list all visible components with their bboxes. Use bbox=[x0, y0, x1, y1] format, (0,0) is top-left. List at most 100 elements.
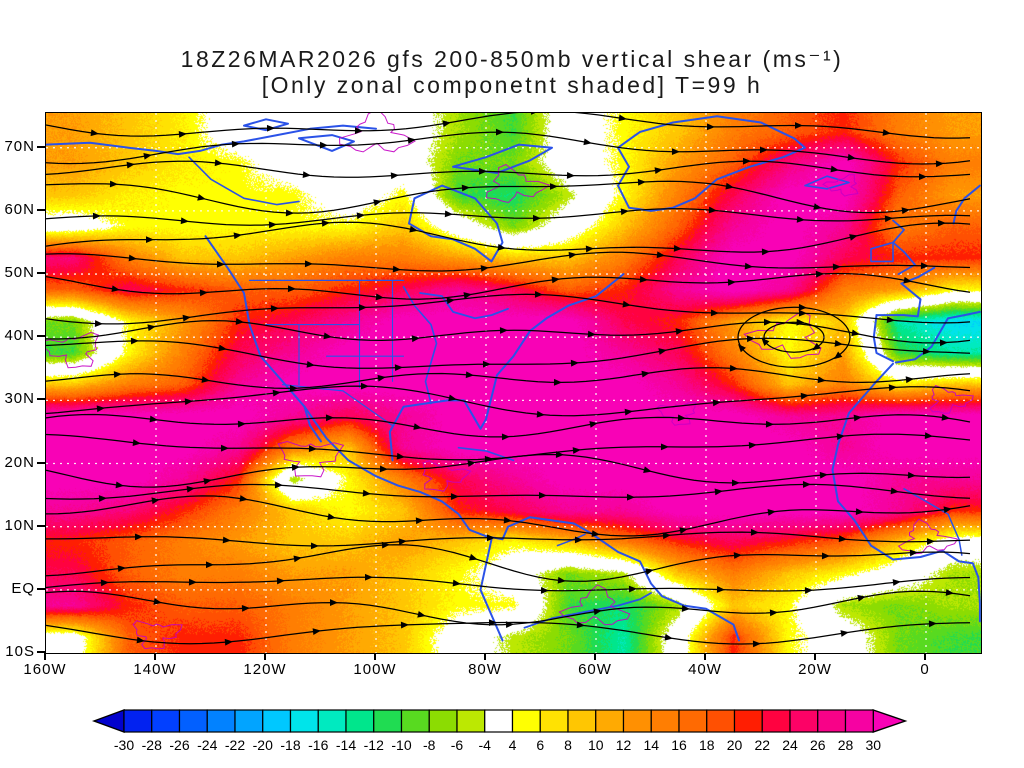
colorbar-tick-label: -24 bbox=[197, 737, 217, 753]
streamline-arrowhead bbox=[943, 506, 952, 514]
colorbar-tick-label: 12 bbox=[616, 737, 632, 753]
colorbar-tick-label: 24 bbox=[782, 737, 798, 753]
streamline-arrowhead bbox=[729, 364, 738, 372]
streamline-arrowhead bbox=[830, 165, 839, 173]
coastline bbox=[804, 175, 850, 190]
thin-contour bbox=[558, 584, 631, 626]
streamline-arrowhead bbox=[501, 433, 510, 441]
colorbar-segment bbox=[456, 709, 486, 733]
streamline-arrowhead bbox=[832, 263, 841, 271]
streamline-arrowhead bbox=[442, 120, 451, 128]
colorbar-segment bbox=[706, 709, 736, 733]
colorbar-tick-label: 8 bbox=[564, 737, 572, 753]
streamline-arrowhead bbox=[589, 421, 598, 428]
streamline-arrowhead bbox=[731, 479, 740, 487]
colorbar-tick-label: -28 bbox=[142, 737, 162, 753]
streamline-arrowhead bbox=[821, 552, 830, 560]
streamline-arrowhead bbox=[239, 495, 248, 502]
x-axis-tick bbox=[44, 653, 46, 660]
streamline-arrowhead bbox=[532, 214, 541, 222]
streamline-arrowhead bbox=[497, 243, 506, 251]
streamline-arrowhead bbox=[553, 378, 562, 386]
streamline-arrowhead bbox=[304, 260, 313, 268]
colorbar-segment bbox=[206, 709, 236, 733]
coastline bbox=[408, 184, 504, 263]
streamline-arrowhead bbox=[681, 605, 690, 612]
streamline-arrowhead bbox=[714, 488, 723, 496]
streamline-arrowhead bbox=[716, 586, 725, 593]
streamline-arrowhead bbox=[574, 536, 583, 544]
streamline-arrowhead bbox=[706, 123, 715, 131]
colorbar-segment bbox=[151, 709, 181, 733]
streamline-arrowhead bbox=[922, 348, 931, 355]
streamline-arrowhead bbox=[186, 485, 195, 493]
x-axis-tick bbox=[484, 653, 486, 660]
streamline-arrowhead bbox=[847, 153, 856, 161]
colorbar-segment bbox=[622, 709, 652, 733]
streamline-arrowhead bbox=[815, 270, 824, 278]
colorbar-tick-label: 10 bbox=[588, 737, 604, 753]
streamline-arrowhead bbox=[98, 495, 107, 502]
streamline-arrowhead bbox=[214, 159, 223, 167]
coastline bbox=[903, 488, 963, 556]
streamline bbox=[46, 208, 971, 226]
streamline-arrowhead bbox=[499, 327, 508, 334]
streamline-arrowhead bbox=[853, 414, 862, 422]
streamline-arrowhead bbox=[641, 370, 650, 378]
colorbar-segment bbox=[539, 709, 569, 733]
streamline-arrowhead bbox=[448, 394, 457, 402]
y-axis-tick bbox=[37, 335, 45, 338]
streamline-arrowhead bbox=[268, 221, 277, 229]
streamline-arrowhead bbox=[407, 137, 416, 144]
streamline-arrowhead bbox=[941, 414, 950, 421]
streamline bbox=[46, 590, 971, 626]
streamline-arrowhead bbox=[909, 549, 918, 557]
streamline-arrowhead bbox=[748, 441, 757, 449]
streamline-arrowhead bbox=[400, 621, 409, 629]
streamline bbox=[46, 367, 971, 390]
streamline-arrowhead bbox=[918, 173, 927, 181]
streamline-arrowhead bbox=[882, 129, 891, 136]
streamline-arrowhead bbox=[622, 300, 631, 308]
streamline-arrowhead bbox=[109, 180, 118, 188]
streamline-arrowhead bbox=[143, 152, 152, 160]
streamline-arrowhead bbox=[111, 285, 120, 293]
streamline-arrowhead bbox=[675, 328, 684, 335]
streamline-arrowhead bbox=[624, 408, 633, 416]
streamline bbox=[46, 495, 971, 537]
colorbar-segment bbox=[511, 709, 541, 733]
streamline-arrowhead bbox=[503, 516, 512, 524]
colorbar-segment bbox=[373, 709, 403, 733]
streamline bbox=[46, 221, 971, 253]
streamline-arrowhead bbox=[551, 276, 560, 284]
streamline-arrowhead bbox=[591, 530, 600, 538]
streamline-arrowhead bbox=[218, 344, 227, 352]
streamline bbox=[46, 131, 971, 165]
streamline-arrowhead bbox=[145, 236, 154, 244]
streamline-arrowhead bbox=[188, 578, 197, 586]
streamline-arrowhead bbox=[128, 254, 137, 262]
coastline bbox=[204, 235, 487, 538]
streamline-arrowhead bbox=[585, 245, 594, 253]
x-axis-tick bbox=[704, 653, 706, 660]
streamline bbox=[46, 385, 971, 417]
streamline-arrowhead bbox=[465, 371, 474, 379]
streamline-arrowhead bbox=[411, 335, 420, 343]
coastline bbox=[419, 292, 509, 320]
colorbar-segment bbox=[484, 709, 514, 733]
streamline-arrowhead bbox=[321, 219, 330, 227]
colorbar-tick-label: 20 bbox=[727, 737, 743, 753]
x-tick-label: 40W bbox=[688, 661, 722, 678]
streamline-arrowhead bbox=[767, 509, 776, 516]
x-tick-label: 60W bbox=[578, 661, 612, 678]
streamline-arrowhead bbox=[461, 184, 470, 192]
streamline-arrowhead bbox=[327, 513, 336, 520]
streamline-arrowhead bbox=[392, 265, 401, 273]
streamline-arrowhead bbox=[467, 460, 476, 467]
streamline-arrowhead bbox=[360, 382, 369, 390]
streamline-arrowhead bbox=[920, 262, 929, 270]
colorbar-segment bbox=[123, 709, 153, 733]
streamline-arrowhead bbox=[725, 182, 734, 190]
streamline-arrowhead bbox=[727, 278, 736, 286]
coastline bbox=[952, 184, 981, 225]
